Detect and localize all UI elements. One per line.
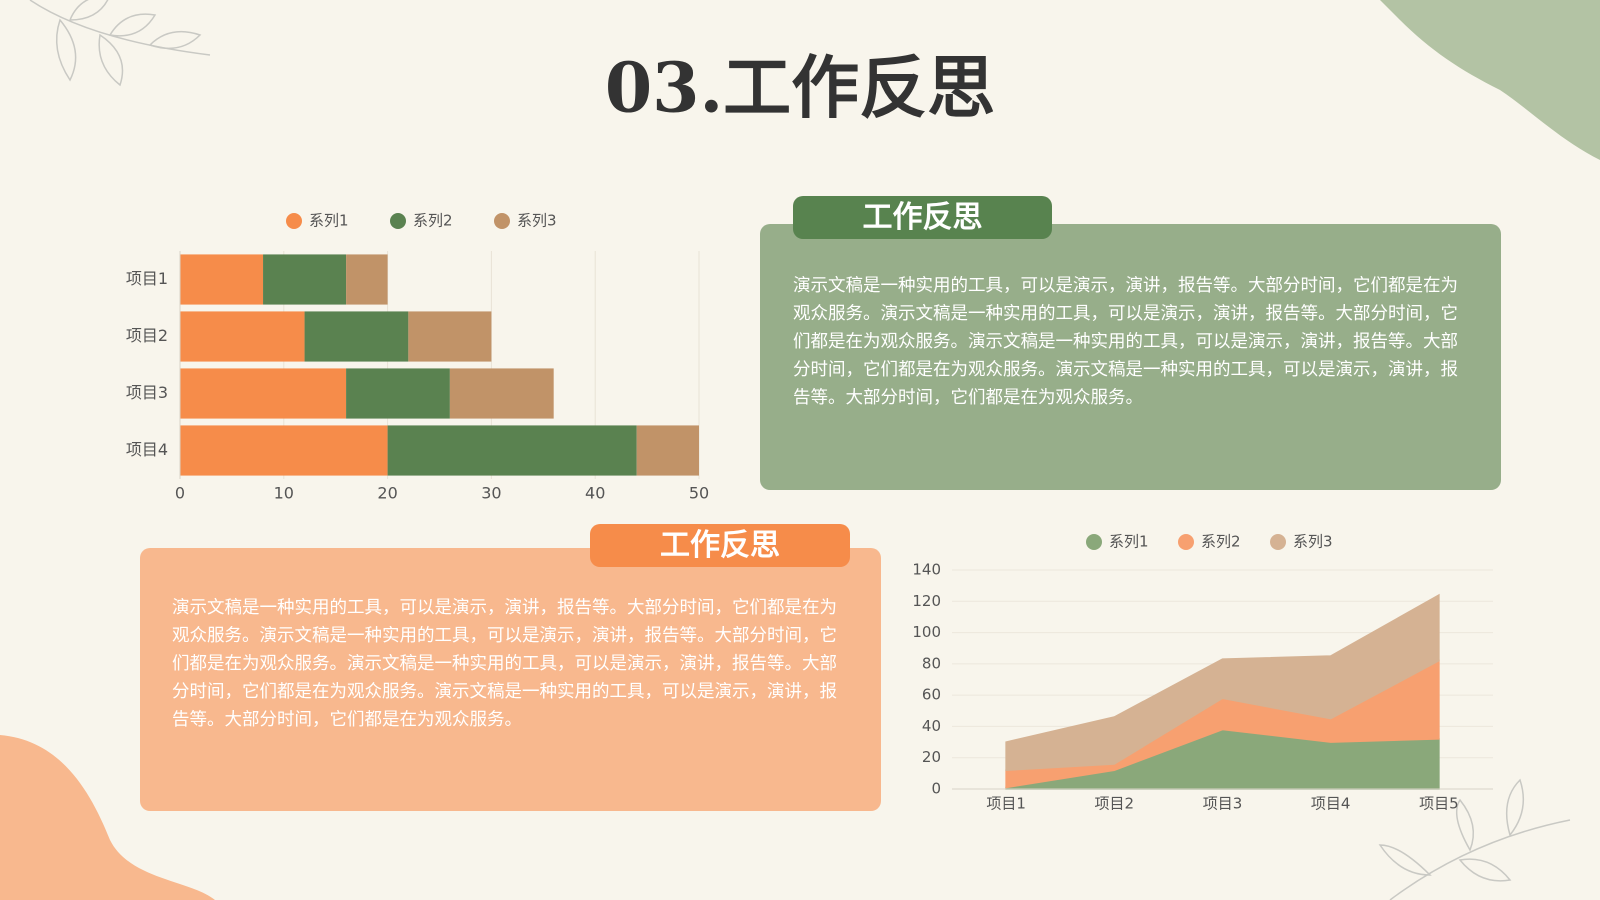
panel-body: 演示文稿是一种实用的工具，可以是演示，演讲，报告等。大部分时间，它们都是在为观众…: [172, 598, 837, 730]
bar-segment: [180, 254, 264, 305]
x-tick-label: 项目1: [986, 795, 1026, 813]
x-tick-label: 20: [377, 484, 397, 503]
x-tick-label: 0: [175, 484, 185, 503]
legend-marker: [286, 213, 302, 229]
x-tick-label: 10: [274, 484, 294, 503]
y-tick-label: 40: [922, 717, 941, 735]
y-tick-label: 项目4: [126, 440, 168, 459]
legend-marker: [1270, 534, 1286, 550]
panel-body: 演示文稿是一种实用的工具，可以是演示，演讲，报告等。大部分时间，它们都是在为观众…: [793, 276, 1458, 408]
bar-segment: [180, 368, 347, 419]
legend-label: 系列2: [1201, 533, 1241, 551]
text-panel: [140, 548, 881, 811]
corner-blob: [1380, 0, 1600, 160]
leaf-decoration: [29, 0, 1571, 900]
x-tick-label: 40: [585, 484, 605, 503]
bar-segment: [408, 311, 492, 362]
bar-segment: [387, 425, 637, 476]
corner-blob: [0, 735, 215, 900]
legend-label: 系列3: [517, 212, 557, 230]
legend-marker: [390, 213, 406, 229]
y-tick-label: 120: [912, 592, 941, 610]
bar-segment: [346, 368, 450, 419]
bar-segment: [346, 254, 388, 305]
y-tick-label: 140: [912, 561, 941, 579]
y-tick-label: 20: [922, 748, 941, 766]
y-tick-label: 项目2: [126, 326, 168, 345]
bar-segment: [449, 368, 554, 419]
bar-segment: [180, 311, 305, 362]
bar-segment: [304, 311, 409, 362]
x-tick-label: 项目5: [1419, 795, 1459, 813]
y-tick-label: 0: [931, 780, 941, 798]
legend-marker: [1086, 534, 1102, 550]
legend-label: 系列1: [309, 212, 349, 230]
panel-heading: 工作反思: [590, 524, 850, 567]
x-tick-label: 30: [481, 484, 501, 503]
y-tick-label: 项目1: [126, 269, 168, 288]
x-tick-label: 50: [689, 484, 709, 503]
legend-label: 系列1: [1109, 533, 1149, 551]
x-tick-label: 项目3: [1203, 795, 1243, 813]
bar-segment: [263, 254, 347, 305]
area: [1005, 593, 1440, 772]
legend-label: 系列2: [413, 212, 453, 230]
y-tick-label: 60: [922, 686, 941, 704]
y-tick-label: 100: [912, 623, 941, 641]
y-tick-label: 项目3: [126, 383, 168, 402]
x-tick-label: 项目2: [1095, 795, 1135, 813]
legend-marker: [494, 213, 510, 229]
panel-heading: 工作反思: [793, 196, 1052, 239]
legend-label: 系列3: [1293, 533, 1333, 551]
y-tick-label: 80: [922, 654, 941, 672]
bar-segment: [636, 425, 699, 476]
text-panel: [760, 224, 1501, 490]
bar-segment: [180, 425, 388, 476]
x-tick-label: 项目4: [1311, 795, 1351, 813]
legend-marker: [1178, 534, 1194, 550]
slide-title: 03.工作反思: [605, 49, 995, 129]
